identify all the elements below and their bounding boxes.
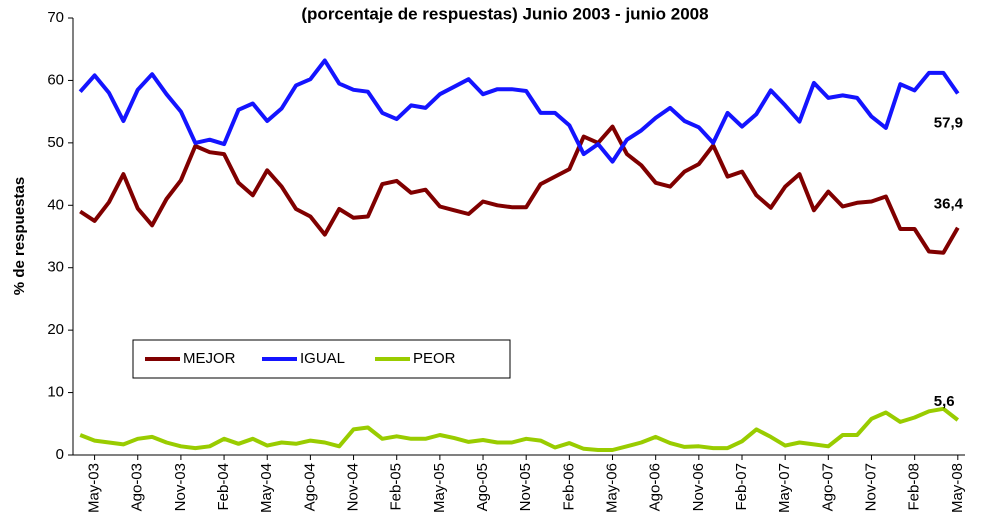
y-tick-label: 70 xyxy=(47,9,64,26)
x-tick-label: Nov-06 xyxy=(690,463,707,511)
series-line xyxy=(79,124,960,255)
end-label: 57,9 xyxy=(934,115,963,132)
y-tick-label: 40 xyxy=(47,196,64,213)
legend: MEJOR IGUAL PEOR xyxy=(132,339,511,379)
x-tick-label: Feb-04 xyxy=(215,463,232,511)
x-tick-label: May-04 xyxy=(258,463,275,513)
legend-label: IGUAL xyxy=(300,350,345,367)
x-tick-label: Nov-05 xyxy=(517,463,534,511)
y-tick-label: 0 xyxy=(56,446,64,463)
x-tick-label: May-08 xyxy=(949,463,966,513)
x-tick-label: Feb-05 xyxy=(388,463,405,511)
x-tick-label: May-05 xyxy=(431,463,448,513)
x-tick-label: Feb-06 xyxy=(560,463,577,511)
x-tick-label: Feb-07 xyxy=(733,463,750,511)
x-tick-label: May-06 xyxy=(603,463,620,513)
x-tick-label: Nov-07 xyxy=(862,463,879,511)
x-tick-label: Ago-07 xyxy=(819,463,836,511)
end-label: 36,4 xyxy=(934,196,964,213)
y-tick-label: 10 xyxy=(47,384,64,401)
legend-label: PEOR xyxy=(413,350,456,367)
x-tick-label: Ago-03 xyxy=(129,463,146,511)
y-tick-label: 30 xyxy=(47,259,64,276)
x-tick-label: May-07 xyxy=(776,463,793,513)
x-tick-label: Nov-03 xyxy=(172,463,189,511)
x-tick-label: May-03 xyxy=(86,463,103,513)
y-tick-label: 60 xyxy=(47,71,64,88)
x-tick-label: Ago-05 xyxy=(474,463,491,511)
series-line xyxy=(78,58,960,164)
series-line xyxy=(79,406,960,452)
x-tick-label: Ago-04 xyxy=(301,463,318,511)
x-tick-label: Feb-08 xyxy=(906,463,923,511)
chart-title: (porcentaje de respuestas) Junio 2003 - … xyxy=(301,4,708,23)
legend-label: MEJOR xyxy=(183,350,236,367)
y-tick-label: 50 xyxy=(47,134,64,151)
y-axis-label: % de respuestas xyxy=(11,177,28,295)
x-tick-label: Ago-06 xyxy=(647,463,664,511)
end-label: 5,6 xyxy=(934,393,955,410)
legend-box xyxy=(132,339,511,379)
y-tick-label: 20 xyxy=(47,321,64,338)
x-tick-label: Nov-04 xyxy=(345,463,362,511)
